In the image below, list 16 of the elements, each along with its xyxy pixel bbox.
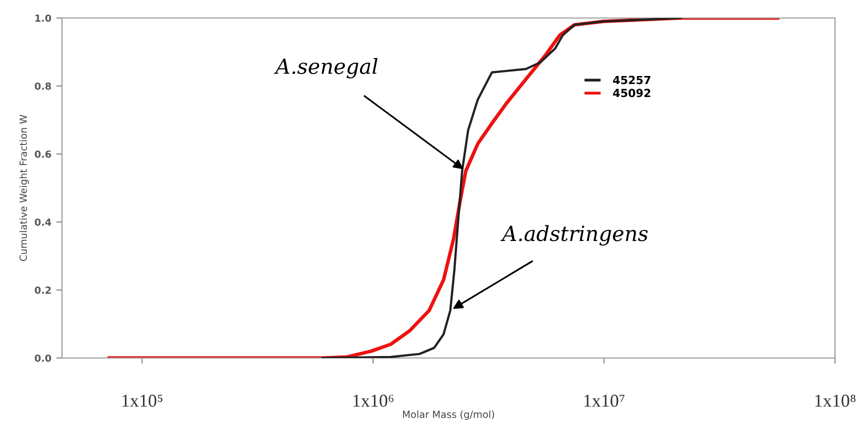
annotation: A.adstringens [500, 225, 648, 246]
x-tick-label: 1x10⁶ [353, 394, 394, 407]
x-tick-label: 1x10⁷ [584, 394, 625, 407]
y-tick-label: 0.2 [34, 286, 51, 294]
y-axis-title: Cumulative Weight Fraction W [19, 114, 29, 261]
y-tick-label: 0.8 [34, 82, 51, 90]
x-tick-label: 1x10⁸ [815, 394, 856, 407]
y-tick-label: 0.0 [34, 354, 52, 362]
annotation: A.senegal [274, 58, 378, 78]
legend-label: 45257 [613, 76, 650, 84]
legend-label: 45092 [613, 88, 650, 98]
y-tick-label: 0.6 [34, 150, 52, 158]
x-axis-title: Molar Mass (g/mol) [403, 410, 494, 420]
x-tick-label: 1x10⁵ [122, 394, 162, 407]
y-tick-label: 0.4 [34, 218, 52, 226]
y-tick-label: 1.0 [35, 14, 52, 22]
